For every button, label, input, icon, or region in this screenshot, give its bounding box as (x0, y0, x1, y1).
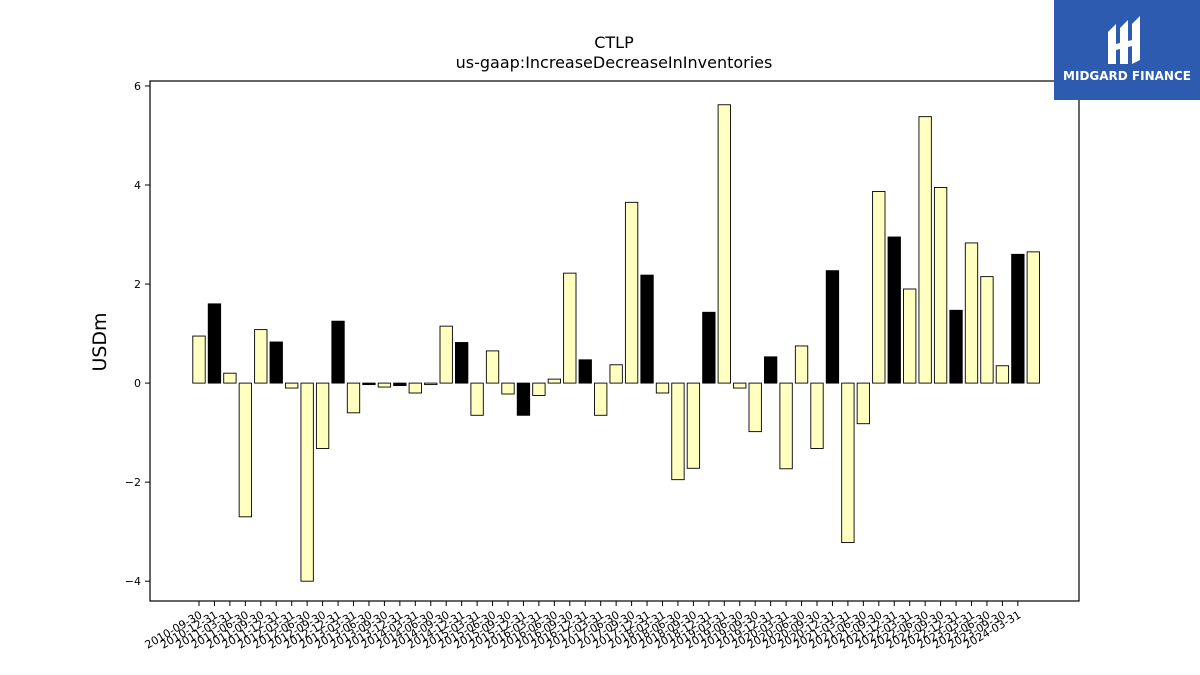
bar-2022-09-30 (933, 187, 948, 384)
y-tick-label: 6 (134, 80, 141, 93)
bar-2020-12-31 (825, 270, 840, 384)
bar-2014-06-30 (424, 382, 438, 386)
bar-2017-12-31 (640, 274, 654, 384)
bar-2016-12-31 (578, 359, 592, 384)
midgard-finance-logo: MIDGARD FINANCE (1054, 0, 1200, 100)
chart-subtitle: us-gaap:IncreaseDecreaseInInventories (456, 53, 773, 72)
logo-text: MIDGARD FINANCE (1063, 69, 1191, 83)
bar-2017-03-31 (594, 382, 608, 416)
bar-2018-03-31 (655, 382, 670, 394)
bar-2020-06-30 (794, 345, 809, 384)
bar-2021-09-30 (872, 190, 886, 384)
bar-2012-09-30 (315, 382, 330, 449)
chart-title: CTLP (594, 33, 634, 52)
bar-2024-03-31 (1011, 253, 1025, 384)
bar-2010-09-30 (192, 335, 206, 384)
y-tick-label: 4 (134, 179, 141, 192)
bar-2020-03-31 (779, 382, 793, 470)
bar-2019-06-30 (733, 382, 747, 389)
bars-group (192, 104, 1040, 582)
bar-2022-03-31 (903, 288, 917, 384)
bar-2019-09-30 (748, 382, 762, 433)
y-tick-label: 0 (134, 377, 141, 390)
bar-2012-12-31 (331, 320, 345, 384)
bar-2017-09-30 (624, 201, 639, 384)
y-tick-label: −4 (125, 575, 141, 588)
y-axis-label: USDm (89, 312, 111, 371)
bar-2011-12-31 (269, 341, 283, 384)
bar-2021-12-31 (887, 236, 901, 384)
bar-2014-09-30 (439, 325, 453, 384)
bar-item-54 (1026, 251, 1040, 384)
plot-frame (149, 80, 1080, 602)
bar-2013-06-30 (362, 382, 376, 386)
bar-2023-06-30 (980, 276, 994, 384)
y-axis: −4 −2 0 2 4 6 (125, 80, 150, 588)
bar-2010-12-31 (207, 303, 222, 384)
bar-2021-06-30 (856, 382, 871, 425)
bar-2019-03-31 (717, 104, 731, 384)
bar-2016-06-30 (547, 378, 562, 384)
bar-2014-03-31 (408, 382, 422, 394)
bar-2015-06-30 (485, 350, 500, 384)
bar-2015-09-30 (501, 382, 515, 395)
bar-2013-03-31 (346, 382, 361, 414)
bar-2011-09-30 (254, 329, 268, 384)
bar-2013-09-30 (377, 382, 392, 388)
x-axis: 2010-09-302010-12-312011-03-312011-06-30… (143, 601, 1023, 652)
bar-2015-12-31 (516, 382, 531, 416)
bar-2018-09-30 (686, 382, 701, 469)
bar-2022-06-30 (918, 116, 932, 384)
y-tick-label: −2 (125, 476, 141, 489)
bar-2012-06-30 (300, 382, 314, 582)
bar-2013-12-31 (393, 382, 407, 387)
bar-2011-03-31 (223, 372, 237, 384)
bar-2018-12-31 (702, 311, 716, 384)
bar-2021-03-31 (841, 382, 855, 544)
bar-2017-06-30 (609, 364, 623, 384)
bar-2022-12-31 (949, 309, 963, 384)
bar-2016-03-31 (532, 382, 546, 396)
bar-2018-06-30 (671, 382, 685, 481)
midgard-logo-icon (1108, 16, 1140, 64)
bar-2023-09-30 (995, 365, 1010, 384)
bar-2016-09-30 (563, 272, 577, 384)
bar-2023-03-31 (964, 242, 979, 384)
bar-2019-12-31 (764, 356, 778, 384)
bar-2012-03-31 (285, 382, 299, 389)
y-tick-label: 2 (134, 278, 141, 291)
bar-2015-03-31 (470, 382, 484, 416)
bar-2011-06-30 (238, 382, 252, 518)
bar-2014-12-31 (455, 342, 469, 384)
bar-2020-09-30 (810, 382, 824, 449)
